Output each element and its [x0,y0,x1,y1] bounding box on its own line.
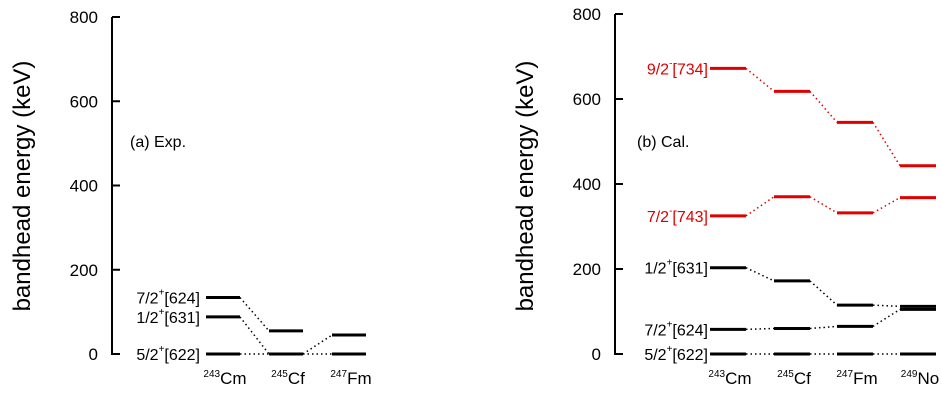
y-tick-label: 0 [89,345,98,364]
level-label-spin: 1/2 [644,261,666,278]
level-series: 7/2+[624] [644,307,936,339]
level-label-asymptotic: [622] [672,347,708,364]
nuclide-mass-number: 245 [777,369,794,380]
nuclide-element: Fm [853,369,878,388]
y-tick-label: 800 [70,8,98,27]
level-connector [239,316,270,355]
level-label-spin: 7/2 [647,209,669,226]
level-label-asymptotic: [743] [672,209,708,226]
level-connector [872,304,901,308]
level-connector [809,280,838,306]
level-label-spin: 5/2 [644,347,666,364]
level-label-parity: - [669,206,672,217]
level-label: 7/2-[743] [647,206,708,226]
level-label-parity: + [159,344,165,355]
level-label: 1/2+[631] [136,307,200,327]
y-tick-label: 400 [70,177,98,196]
nuclide-label: 243Cm [708,369,751,388]
level-label-spin: 5/2 [136,347,158,364]
level-connector [745,327,775,331]
y-tick-label: 600 [70,92,98,111]
y-axis-title: bandhead energy (keV) [9,61,36,312]
level-label-parity: + [667,319,673,330]
level-label: 5/2+[622] [136,344,200,364]
level-label-asymptotic: [734] [672,61,708,78]
level-connector [745,67,775,92]
level-series: 1/2+[631] [644,258,936,308]
level-label-spin: 1/2 [136,310,158,327]
nuclide-label: 249No [901,369,939,388]
level-series: 9/2-[734] [647,58,936,168]
level-series: 5/2+[622] [136,344,366,364]
level-connector [302,334,333,355]
nuclide-mass-number: 243 [203,369,220,380]
nuclide-mass-number: 249 [901,369,918,380]
panel-label: (b) Cal. [637,134,689,151]
level-label-parity: + [667,258,673,269]
nuclide-element: Fm [347,369,372,388]
level-label: 1/2+[631] [644,258,708,278]
level-connector [809,90,838,123]
level-label-asymptotic: [624] [672,322,708,339]
level-label: 9/2-[734] [647,58,708,78]
level-connector [239,297,270,332]
nuclide-label: 247Fm [836,369,877,388]
level-connector [745,196,775,217]
level-label-asymptotic: [631] [672,261,708,278]
level-label-parity: + [159,288,165,299]
level-label-asymptotic: [624] [164,291,200,308]
nuclide-element: Cm [220,369,246,388]
nuclide-mass-number: 243 [708,369,725,380]
level-connector [745,267,775,282]
level-series: 7/2-[743] [647,195,936,226]
nuclide-label: 245Cf [777,369,811,388]
level-label: 7/2+[624] [136,288,200,308]
level-connector [872,196,901,214]
level-label-parity: + [159,307,165,318]
nuclide-label: 243Cm [203,369,246,388]
level-label-parity: + [667,344,673,355]
y-tick-label: 400 [573,175,601,194]
nuclide-element: Cm [725,369,751,388]
level-label-spin: 7/2 [644,322,666,339]
nuclide-mass-number: 247 [836,369,853,380]
level-label-parity: - [669,58,672,69]
nuclide-label: 247Fm [330,369,371,388]
y-tick-label: 800 [573,5,601,24]
panel-a-exp: 0 200 400 600 800 bandhead energy (keV) (a) Ex… [9,8,372,388]
nuclide-element: No [917,369,939,388]
y-tick-label: 0 [592,345,601,364]
panel-b-cal: 0 200 400 600 800 bandhead energy (keV) (b) Ca… [512,5,939,388]
nuclide-mass-number: 247 [330,369,347,380]
level-label: 5/2+[622] [644,344,708,364]
level-series: 7/2+[624] [136,288,303,333]
level-label: 7/2+[624] [644,319,708,339]
y-tick-label: 200 [70,261,98,280]
nuclide-element: Cf [794,369,811,388]
level-connector [872,308,901,328]
nuclide-label: 245Cf [271,369,305,388]
y-axis-title: bandhead energy (keV) [512,61,539,312]
nuclide-mass-number: 245 [271,369,288,380]
level-label-asymptotic: [631] [164,310,200,327]
level-connector [809,325,838,330]
level-label-asymptotic: [622] [164,347,200,364]
level-series: 5/2+[622] [644,344,936,364]
nuclide-element: Cf [288,369,305,388]
y-tick-label: 600 [573,90,601,109]
panel-label: (a) Exp. [130,134,186,151]
y-tick-label: 200 [573,260,601,279]
level-series: 1/2+[631] [136,307,366,356]
level-label-spin: 7/2 [136,291,158,308]
level-connector [872,121,901,167]
level-label-spin: 9/2 [647,61,669,78]
level-connector [809,196,838,214]
